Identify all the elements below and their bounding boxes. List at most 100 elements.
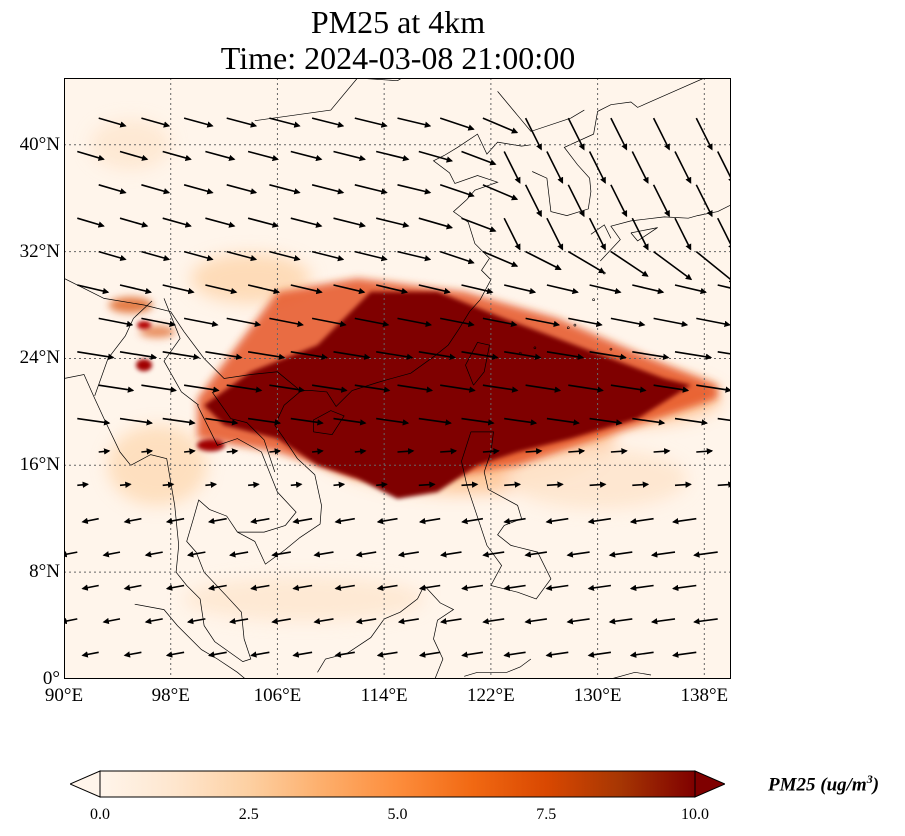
wind-arrow [292,651,313,658]
wind-arrow [250,651,270,658]
wind-arrow [397,618,419,625]
wind-arrow [461,651,484,658]
wind-vectors [64,117,731,658]
wind-arrow [418,417,452,426]
wind-arrow [674,351,713,360]
wind-arrow [333,217,366,228]
wind-arrow [545,651,569,658]
wind-arrow [504,481,522,488]
wind-arrow [77,351,115,360]
wind-arrow [482,551,505,558]
wind-arrow [629,651,654,658]
wind-arrow [226,384,263,393]
wind-arrow [123,517,142,525]
wind-arrow [290,481,303,488]
wind-arrow [696,448,714,455]
lon-tick-label: 98°E [151,685,190,706]
wind-arrow [119,284,152,295]
wind-arrow [546,351,585,360]
wind-arrow [376,481,388,488]
wind-arrow [653,448,671,455]
wind-arrow [567,250,606,274]
wind-arrow [102,551,121,558]
wind-arrow [186,551,206,558]
wind-arrow [333,351,371,360]
wind-arrow [247,217,279,228]
wind-arrow [313,618,334,625]
wind-arrow [546,284,579,295]
wind-arrow [610,384,647,393]
wind-arrow [524,184,542,218]
wind-arrow [269,384,306,393]
wind-arrow [695,250,731,284]
wind-arrow [333,284,366,295]
wind-arrow [440,551,462,558]
wind-arrow [631,151,649,184]
wind-arrow [504,417,538,426]
lon-tick-label: 130°E [573,685,622,706]
wind-arrow [524,618,548,625]
wind-arrow [525,384,562,393]
wind-arrow [610,250,649,277]
wind-arrow [610,448,628,455]
wind-arrow [546,481,564,488]
wind-arrow [461,481,479,488]
wind-arrow [354,448,367,455]
colorbar-extend-max [694,770,727,798]
wind-arrow [504,284,537,295]
wind-arrow [98,384,135,393]
wind-arrow [503,151,521,184]
wind-arrow [269,317,304,328]
wind-arrow [77,284,110,295]
wind-arrow [226,117,258,128]
wind-arrow [461,284,494,295]
wind-arrow [546,151,564,184]
wind-arrow [525,448,543,455]
wind-arrow [102,617,121,625]
wind-arrow [503,217,521,251]
wind-arrow [290,351,328,360]
wind-arrow [397,117,432,128]
wind-arrow [440,618,462,625]
wind-arrow [652,117,670,151]
wind-arrow [98,448,111,455]
wind-arrow [247,351,286,360]
wind-arrow [717,284,731,289]
wind-arrow [269,184,301,195]
wind-arrow [545,517,569,525]
gridlines [64,78,731,679]
wind-arrow [269,117,301,128]
wind-arrow [141,250,171,262]
wind-arrow [123,651,142,658]
wind-arrow [397,384,434,393]
wind-arrow [250,584,270,591]
wind-arrow [81,651,99,658]
wind-arrow [461,217,497,233]
wind-arrow [546,217,564,251]
wind-arrow [376,584,398,591]
wind-arrow [610,184,628,218]
wind-arrow [482,618,505,625]
wind-arrow [355,551,377,558]
wind-arrow [546,417,580,426]
wind-arrow [418,584,441,591]
wind-arrow [376,217,410,228]
wind-arrow [269,448,282,455]
wind-arrow [119,150,149,161]
wind-arrow [311,384,348,393]
wind-arrow [269,250,301,262]
wind-arrow [333,417,367,426]
wind-arrow [695,184,713,218]
wind-arrow [482,317,518,328]
wind-arrow [165,584,185,591]
wind-arrow [650,551,676,558]
wind-arrow [717,417,731,422]
wind-arrow [205,481,218,488]
wind-arrow [144,551,163,558]
wind-arrow [311,184,345,195]
wind-arrow [77,150,105,161]
wind-arrow [98,117,127,128]
wind-arrow [629,584,654,592]
wind-arrow [632,284,665,295]
wind-arrow [205,217,236,228]
